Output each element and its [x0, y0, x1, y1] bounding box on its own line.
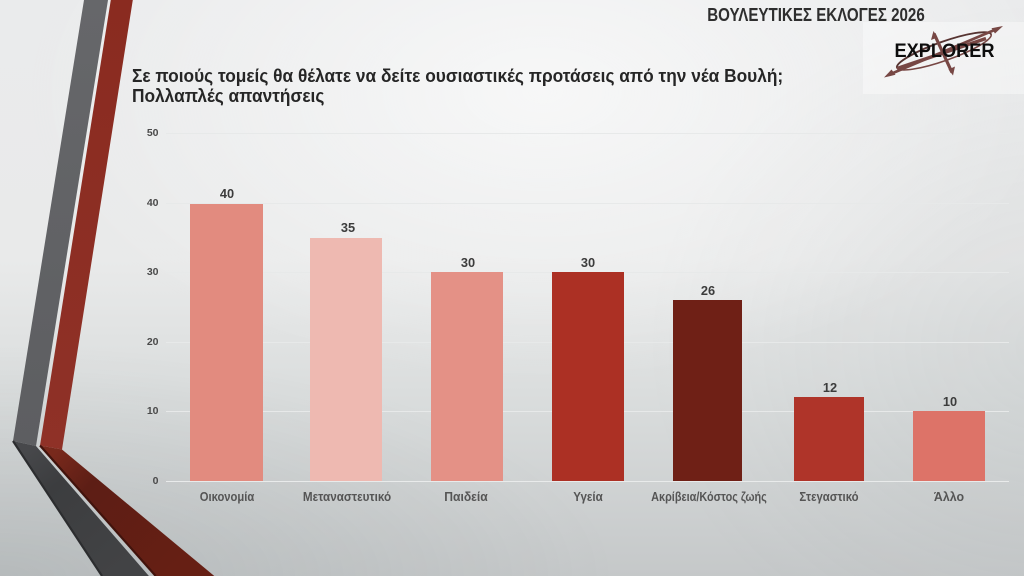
svg-text:EXPLORER: EXPLORER [895, 40, 995, 62]
